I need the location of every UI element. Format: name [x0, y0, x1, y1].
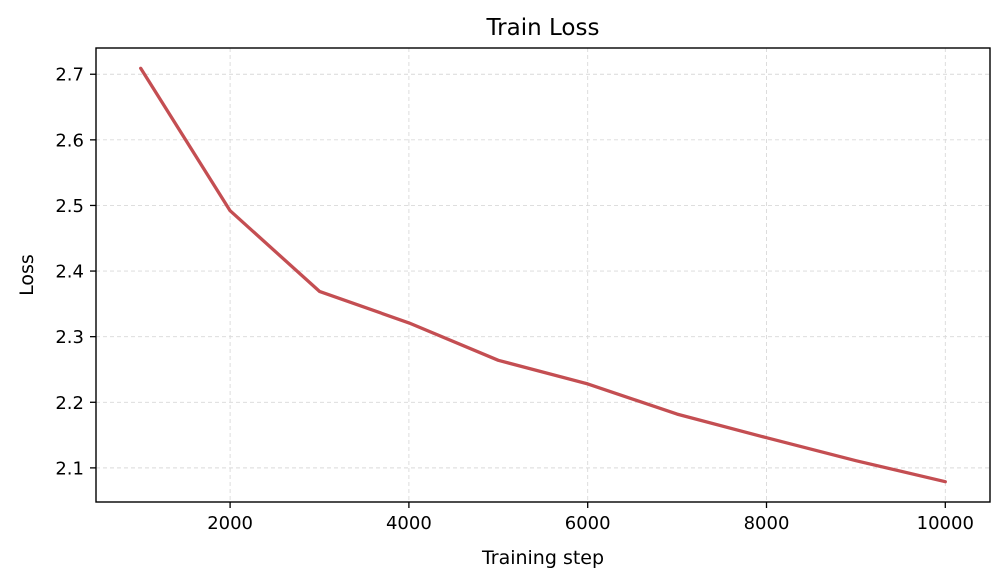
- y-tick-label: 2.2: [55, 393, 84, 414]
- y-tick-label: 2.4: [55, 262, 84, 283]
- y-axis-ticks: 2.1 2.2 2.3 2.4 2.5 2.6 2.7: [55, 65, 96, 479]
- x-tick-label: 6000: [565, 513, 611, 534]
- chart-title: Train Loss: [486, 15, 600, 41]
- x-tick-label: 10000: [917, 513, 974, 534]
- y-tick-label: 2.3: [55, 327, 84, 348]
- series-line: [139, 66, 947, 484]
- x-tick-label: 4000: [386, 513, 432, 534]
- grid: [96, 48, 990, 502]
- y-tick-label: 2.6: [55, 130, 84, 151]
- y-tick-label: 2.1: [55, 458, 84, 479]
- series-layer: [139, 66, 947, 484]
- plot-frame: [95, 47, 991, 503]
- y-tick-label: 2.7: [55, 65, 84, 86]
- x-axis-ticks: 2000 4000 6000 8000 10000: [207, 502, 974, 534]
- x-tick-label: 2000: [207, 513, 253, 534]
- y-tick-label: 2.5: [55, 196, 84, 217]
- x-axis-label: Training step: [481, 547, 604, 569]
- x-tick-label: 8000: [744, 513, 790, 534]
- y-axis-label: Loss: [16, 254, 38, 296]
